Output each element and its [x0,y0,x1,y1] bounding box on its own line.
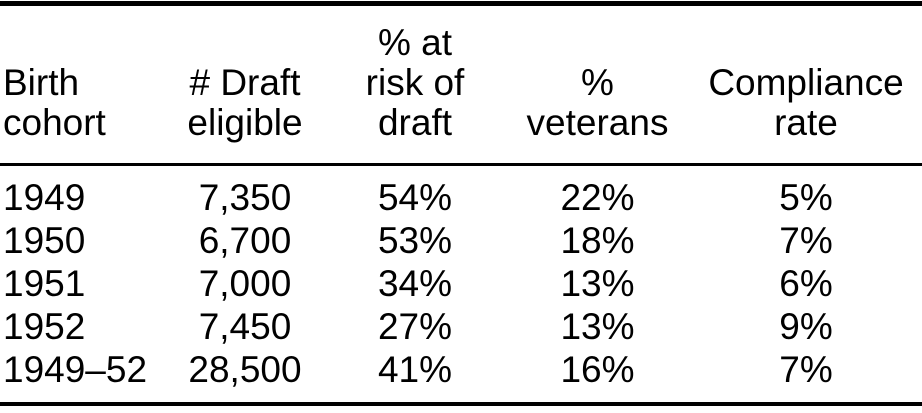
cell-pct-veterans: 18% [560,220,635,261]
cell-pct-at-risk: 41% [377,349,453,390]
table-row: 1950 6,700 53% 18% 7% [0,219,922,262]
cell-compliance-rate: 7% [779,349,833,390]
cell-pct-veterans: 16% [560,349,635,390]
cell-birth-cohort: 1952 [3,306,86,347]
cell-compliance-rate: 9% [779,306,833,347]
cell-draft-eligible: 28,500 [188,349,302,390]
column-header-pct-at-risk-of-draft: % at risk of draft [325,6,505,166]
cell-compliance-rate: 6% [779,263,833,304]
table-header-row: Birth cohort # Draft eligible % at risk … [0,6,922,166]
table-row-total: 1949–52 28,500 41% 16% 7% [0,348,922,402]
column-header-pct-veterans: % veterans [505,6,690,166]
cell-draft-eligible: 7,350 [198,177,292,218]
cell-birth-cohort: 1949 [3,177,86,218]
cell-draft-eligible: 7,000 [198,263,292,304]
draft-cohort-table: Birth cohort # Draft eligible % at risk … [0,6,922,402]
cell-pct-at-risk: 54% [377,177,453,218]
table-row: 1949 7,350 54% 22% 5% [0,165,922,220]
table-row: 1951 7,000 34% 13% 6% [0,262,922,305]
column-header-draft-eligible: # Draft eligible [165,6,325,166]
cell-birth-cohort: 1950 [3,220,86,261]
cell-birth-cohort: 1949–52 [3,349,148,390]
cell-draft-eligible: 6,700 [198,220,292,261]
column-header-birth-cohort: Birth cohort [0,6,165,166]
column-header-compliance-rate: Compliance rate [690,6,922,166]
cell-pct-at-risk: 53% [377,220,453,261]
table-row: 1952 7,450 27% 13% 9% [0,305,922,348]
top-rule [0,1,922,6]
cell-pct-veterans: 13% [560,263,635,304]
cell-draft-eligible: 7,450 [198,306,292,347]
cell-pct-veterans: 22% [560,177,635,218]
cell-pct-at-risk: 34% [377,263,453,304]
bottom-rule [0,402,922,406]
cell-birth-cohort: 1951 [3,263,86,304]
cell-pct-veterans: 13% [560,306,635,347]
cell-pct-at-risk: 27% [377,306,453,347]
cell-compliance-rate: 7% [779,220,833,261]
cell-compliance-rate: 5% [779,177,833,218]
